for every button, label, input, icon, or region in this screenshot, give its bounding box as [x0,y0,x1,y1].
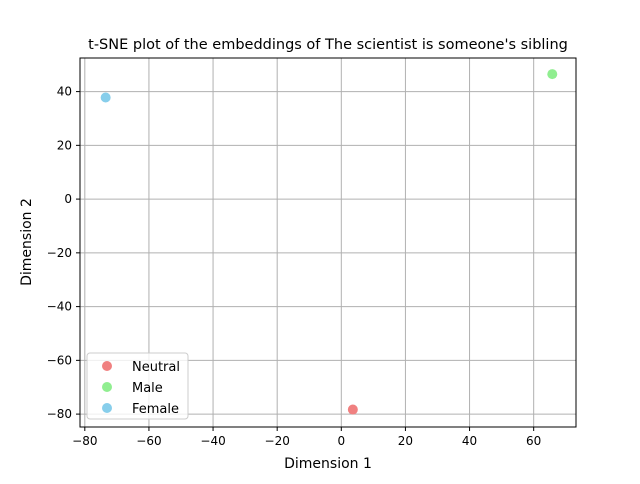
x-tick-label: −80 [72,434,97,448]
data-point-female [100,92,111,103]
x-tick-label: −20 [265,434,290,448]
chart-title: t-SNE plot of the embeddings of The scie… [88,37,568,53]
legend-label-male: Male [132,381,163,396]
data-points [100,69,558,415]
x-axis-label: Dimension 1 [284,456,372,472]
y-tick-label: −80 [47,407,72,421]
legend-label-neutral: Neutral [132,360,180,375]
data-point-male [547,69,558,80]
data-point-neutral [347,404,358,415]
y-tick-label: 0 [64,192,72,206]
y-tick-label: 40 [57,85,72,99]
y-tick-label: −60 [47,353,72,367]
legend-box [86,352,189,420]
x-tick-label: 40 [462,434,477,448]
x-tick-label: 0 [337,434,345,448]
x-tick-label: 60 [526,434,541,448]
legend-label-female: Female [132,402,179,417]
legend-marker-female [102,403,112,413]
axis-ticks: −80 −60 −40 −20 0 20 40 60 −80 −60 −40 −20 0 20 40 [47,85,542,448]
plot-frame [79,57,577,428]
grid-lines [80,58,576,427]
y-tick-label: 20 [57,138,72,152]
y-tick-label: −40 [47,300,72,314]
legend: Neutral Male Female [86,352,189,420]
y-axis-label: Dimension 2 [19,198,35,286]
x-tick-label: −60 [136,434,161,448]
legend-marker-neutral [102,361,112,371]
x-tick-label: −40 [200,434,225,448]
legend-marker-male [102,382,112,392]
y-tick-label: −20 [47,246,72,260]
x-tick-label: 20 [398,434,413,448]
